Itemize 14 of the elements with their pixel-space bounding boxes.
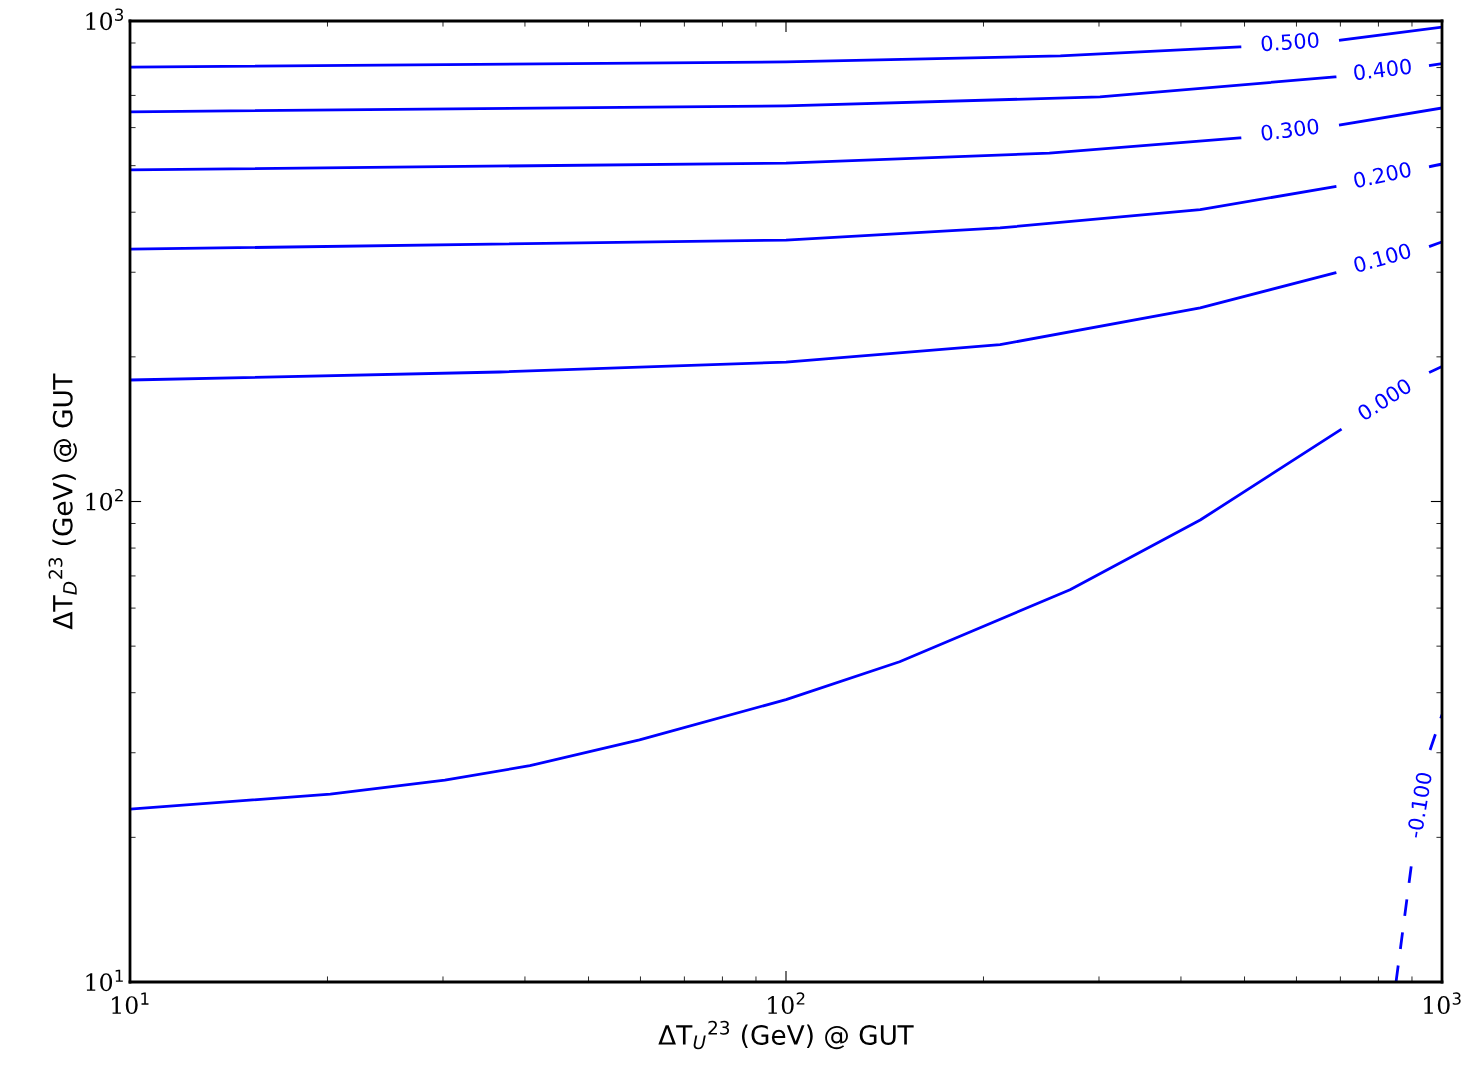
y-tick-label: 10$^{3}$ [86,8,124,31]
x-axis-title: ΔT$_{U}$$^{23}$ (GeV) @ GUT [658,1020,914,1050]
y-axis-title: ΔT$_{D}$$^{23}$ (GeV) @ GUT [48,373,77,630]
x-tick-label: 10$^{1}$ [112,992,149,1014]
x-tick-label: 10$^{3}$ [1424,992,1461,1014]
y-tick-label: 10$^{2}$ [86,488,123,511]
text: -0.100 [1406,771,1433,839]
text: 0.400 [1353,58,1412,81]
x-tick-label: 10$^{2}$ [768,992,805,1014]
text: 0.300 [1260,118,1320,142]
y-tick-label: 10$^{1}$ [86,969,123,992]
text: 0.200 [1352,161,1412,189]
series-label: 0.500 [1261,32,1319,52]
text: 0.100 [1352,242,1412,274]
